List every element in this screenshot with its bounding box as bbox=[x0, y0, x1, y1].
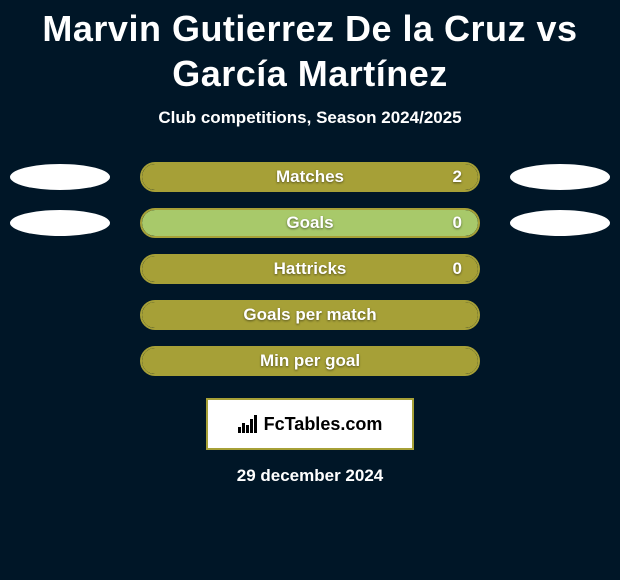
stat-value: 2 bbox=[453, 167, 462, 187]
stat-bar: Hattricks 0 bbox=[140, 254, 480, 284]
stat-row: Goals 0 bbox=[0, 208, 620, 238]
bar-chart-icon bbox=[238, 415, 258, 433]
stat-bar: Min per goal bbox=[140, 346, 480, 376]
stats-container: Matches 2 Goals 0 Hattricks 0 Goals per match M… bbox=[0, 162, 620, 376]
stat-row: Min per goal bbox=[0, 346, 620, 376]
stat-label: Min per goal bbox=[260, 351, 360, 371]
stat-value: 0 bbox=[453, 259, 462, 279]
stat-row: Matches 2 bbox=[0, 162, 620, 192]
left-value-ellipse bbox=[10, 210, 110, 236]
stat-label: Goals bbox=[286, 213, 333, 233]
stat-row: Hattricks 0 bbox=[0, 254, 620, 284]
stat-row: Goals per match bbox=[0, 300, 620, 330]
stat-bar: Goals per match bbox=[140, 300, 480, 330]
right-value-ellipse bbox=[510, 164, 610, 190]
stat-value: 0 bbox=[453, 213, 462, 233]
left-value-ellipse bbox=[10, 164, 110, 190]
right-value-ellipse bbox=[510, 210, 610, 236]
stat-bar: Matches 2 bbox=[140, 162, 480, 192]
brand-box[interactable]: FcTables.com bbox=[206, 398, 414, 450]
brand-text: FcTables.com bbox=[264, 414, 383, 435]
page-title: Marvin Gutierrez De la Cruz vs García Ma… bbox=[0, 0, 620, 96]
stat-label: Hattricks bbox=[274, 259, 347, 279]
comparison-infographic: Marvin Gutierrez De la Cruz vs García Ma… bbox=[0, 0, 620, 580]
stat-label: Goals per match bbox=[243, 305, 376, 325]
stat-label: Matches bbox=[276, 167, 344, 187]
date-label: 29 december 2024 bbox=[0, 466, 620, 486]
stat-bar: Goals 0 bbox=[140, 208, 480, 238]
subtitle: Club competitions, Season 2024/2025 bbox=[0, 108, 620, 128]
